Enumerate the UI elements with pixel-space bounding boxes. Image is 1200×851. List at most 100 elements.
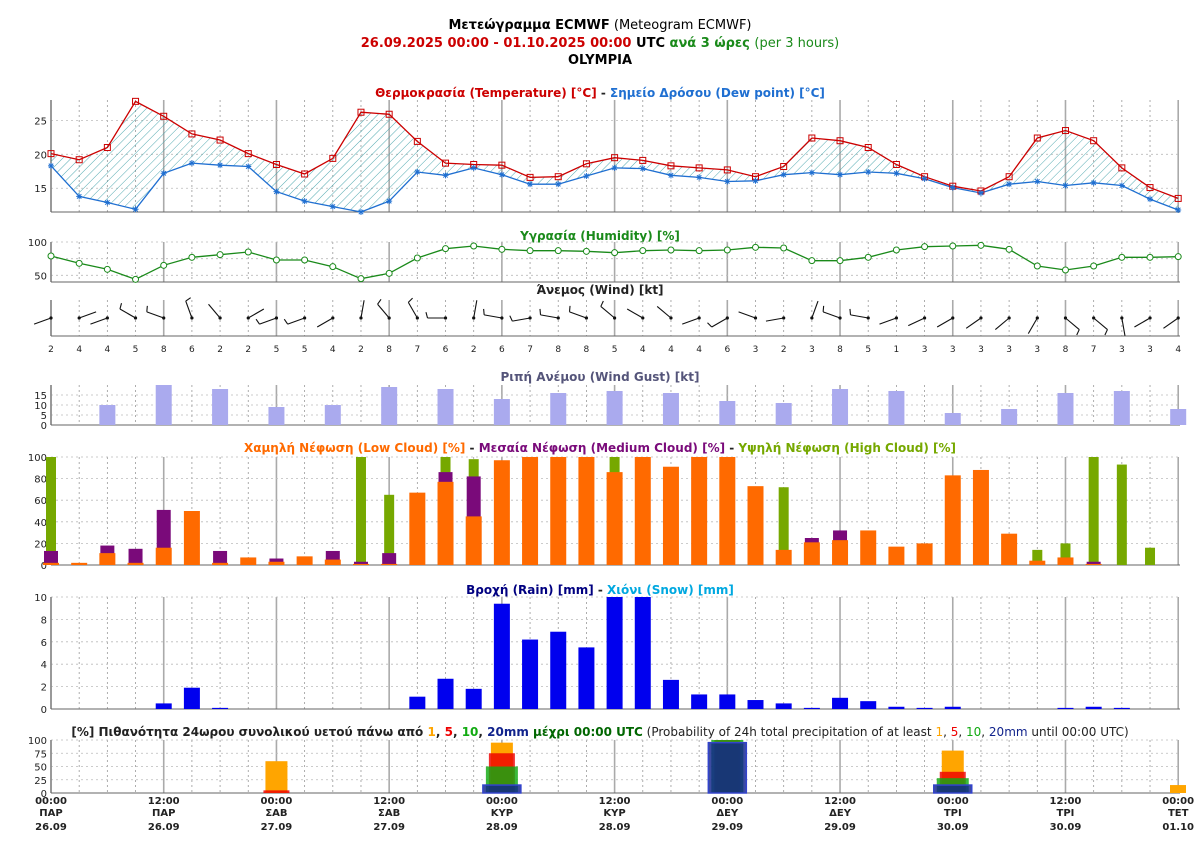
temperature-y-tick: 15	[34, 184, 47, 195]
humidity-point	[836, 257, 844, 265]
medium-cloud-bar	[353, 561, 368, 565]
temperature-point	[301, 170, 309, 178]
dewpoint-point	[76, 193, 83, 200]
gust-y-tick: 0	[41, 421, 47, 432]
wind-barb-feather	[1104, 329, 1108, 336]
wind-barb-origin	[274, 316, 279, 320]
precipitation-y-tick: 2	[41, 683, 47, 694]
wind-speed-label: 4	[104, 345, 110, 355]
wind-barb	[600, 306, 615, 319]
precipitation-y-tick: 8	[41, 615, 47, 626]
x-tick-time: 00:00	[711, 796, 743, 807]
x-tick-day: ΤΡΙ	[944, 808, 962, 819]
temperature-point	[808, 134, 816, 142]
wind-barb	[738, 311, 756, 319]
low-cloud-bar	[522, 457, 539, 565]
rain-bar	[832, 697, 849, 709]
probability-bar-20mm	[933, 784, 973, 794]
temperature-point	[160, 112, 168, 120]
humidity-title: Υγρασία (Humidity) [%]	[519, 229, 680, 243]
wind-barb	[765, 317, 784, 322]
high-cloud-bar	[1088, 457, 1099, 565]
wind-barb	[316, 317, 334, 328]
wind-speed-label: 3	[1119, 345, 1125, 355]
wind-barb	[78, 311, 97, 319]
x-tick-date: 26.09	[35, 822, 67, 833]
rain-bar	[409, 696, 426, 709]
wind-barb	[1121, 317, 1126, 336]
low-cloud-bar	[381, 563, 398, 565]
humidity-point	[977, 241, 985, 249]
x-tick-date: 01.10	[1162, 822, 1194, 833]
wind-speed-label: 3	[978, 345, 984, 355]
wind-speed-label: 2	[245, 345, 251, 355]
title-greek: Μετεώγραμμα ECMWF	[448, 18, 610, 33]
wind-speed-label: 3	[1147, 345, 1153, 355]
medium-cloud-bar	[1086, 561, 1101, 565]
wind-barb-origin	[1092, 316, 1096, 320]
precipitation-y-tick: 4	[41, 660, 47, 671]
rain-bar	[606, 597, 623, 709]
humidity-point	[695, 247, 703, 255]
wind-barb-origin	[246, 316, 250, 320]
dewpoint-point	[696, 174, 703, 181]
humidity-point	[1146, 253, 1154, 261]
wind-barb-origin	[162, 316, 166, 320]
temperature-point	[780, 163, 788, 171]
wind-barb-feather	[568, 305, 571, 312]
x-tick-date: 28.09	[599, 822, 631, 833]
humidity-point	[780, 244, 788, 252]
wind-barb-origin	[49, 316, 53, 320]
wind-barb-feather	[600, 300, 604, 307]
wind-speed-label: 6	[189, 345, 195, 355]
dewpoint-point	[780, 171, 787, 178]
low-cloud-bar	[352, 563, 369, 565]
wind-barb-feather	[377, 298, 382, 305]
temp-dewpoint-spread-area	[51, 101, 1179, 212]
rain-bar	[212, 707, 229, 709]
wind-speed-label: 3	[950, 345, 956, 355]
dewpoint-point	[217, 162, 224, 169]
x-tick-date: 29.09	[711, 822, 743, 833]
gust-bar	[1001, 409, 1018, 425]
low-cloud-bar	[832, 540, 849, 565]
temperature-point	[329, 154, 337, 162]
dewpoint-point	[48, 162, 54, 169]
wind-barb	[119, 308, 136, 319]
dewpoint-point	[555, 181, 562, 188]
gust-bar	[775, 403, 792, 425]
probability-bar-1	[1170, 785, 1186, 793]
x-tick-date: 26.09	[148, 822, 180, 833]
low-cloud-bar	[916, 543, 933, 565]
temperature-y-tick: 20	[34, 150, 47, 161]
x-tick-time: 00:00	[486, 796, 518, 807]
high-cloud-bar	[1145, 547, 1156, 565]
wind-speed-label: 6	[724, 345, 730, 355]
humidity-point	[301, 256, 309, 264]
low-cloud-bar	[803, 542, 820, 565]
humidity-point	[1118, 253, 1126, 261]
gust-bar	[719, 401, 736, 425]
humidity-point	[611, 249, 619, 257]
temperature-point	[554, 173, 562, 181]
x-tick-date: 29.09	[824, 822, 856, 833]
low-cloud-bar	[634, 457, 651, 565]
temperature-point	[1174, 194, 1182, 202]
wind-barb-origin	[443, 316, 448, 320]
medium-cloud-bar	[382, 553, 397, 565]
dewpoint-point	[470, 164, 477, 171]
low-cloud-bar	[240, 557, 257, 565]
gust-bar	[888, 391, 905, 425]
wind-barb-feather	[283, 318, 289, 325]
wind-barb	[259, 317, 277, 325]
temperature-point	[413, 137, 421, 145]
low-cloud-bar	[1001, 533, 1018, 565]
wind-barb	[1093, 317, 1108, 330]
rain-bar	[1113, 707, 1130, 709]
temperature-point	[216, 136, 224, 144]
high-cloud-bar	[1116, 464, 1127, 565]
probability-grid	[50, 739, 1180, 794]
temperature-point	[244, 150, 252, 158]
wind-speed-label: 8	[1063, 345, 1069, 355]
dewpoint-point	[527, 181, 534, 188]
